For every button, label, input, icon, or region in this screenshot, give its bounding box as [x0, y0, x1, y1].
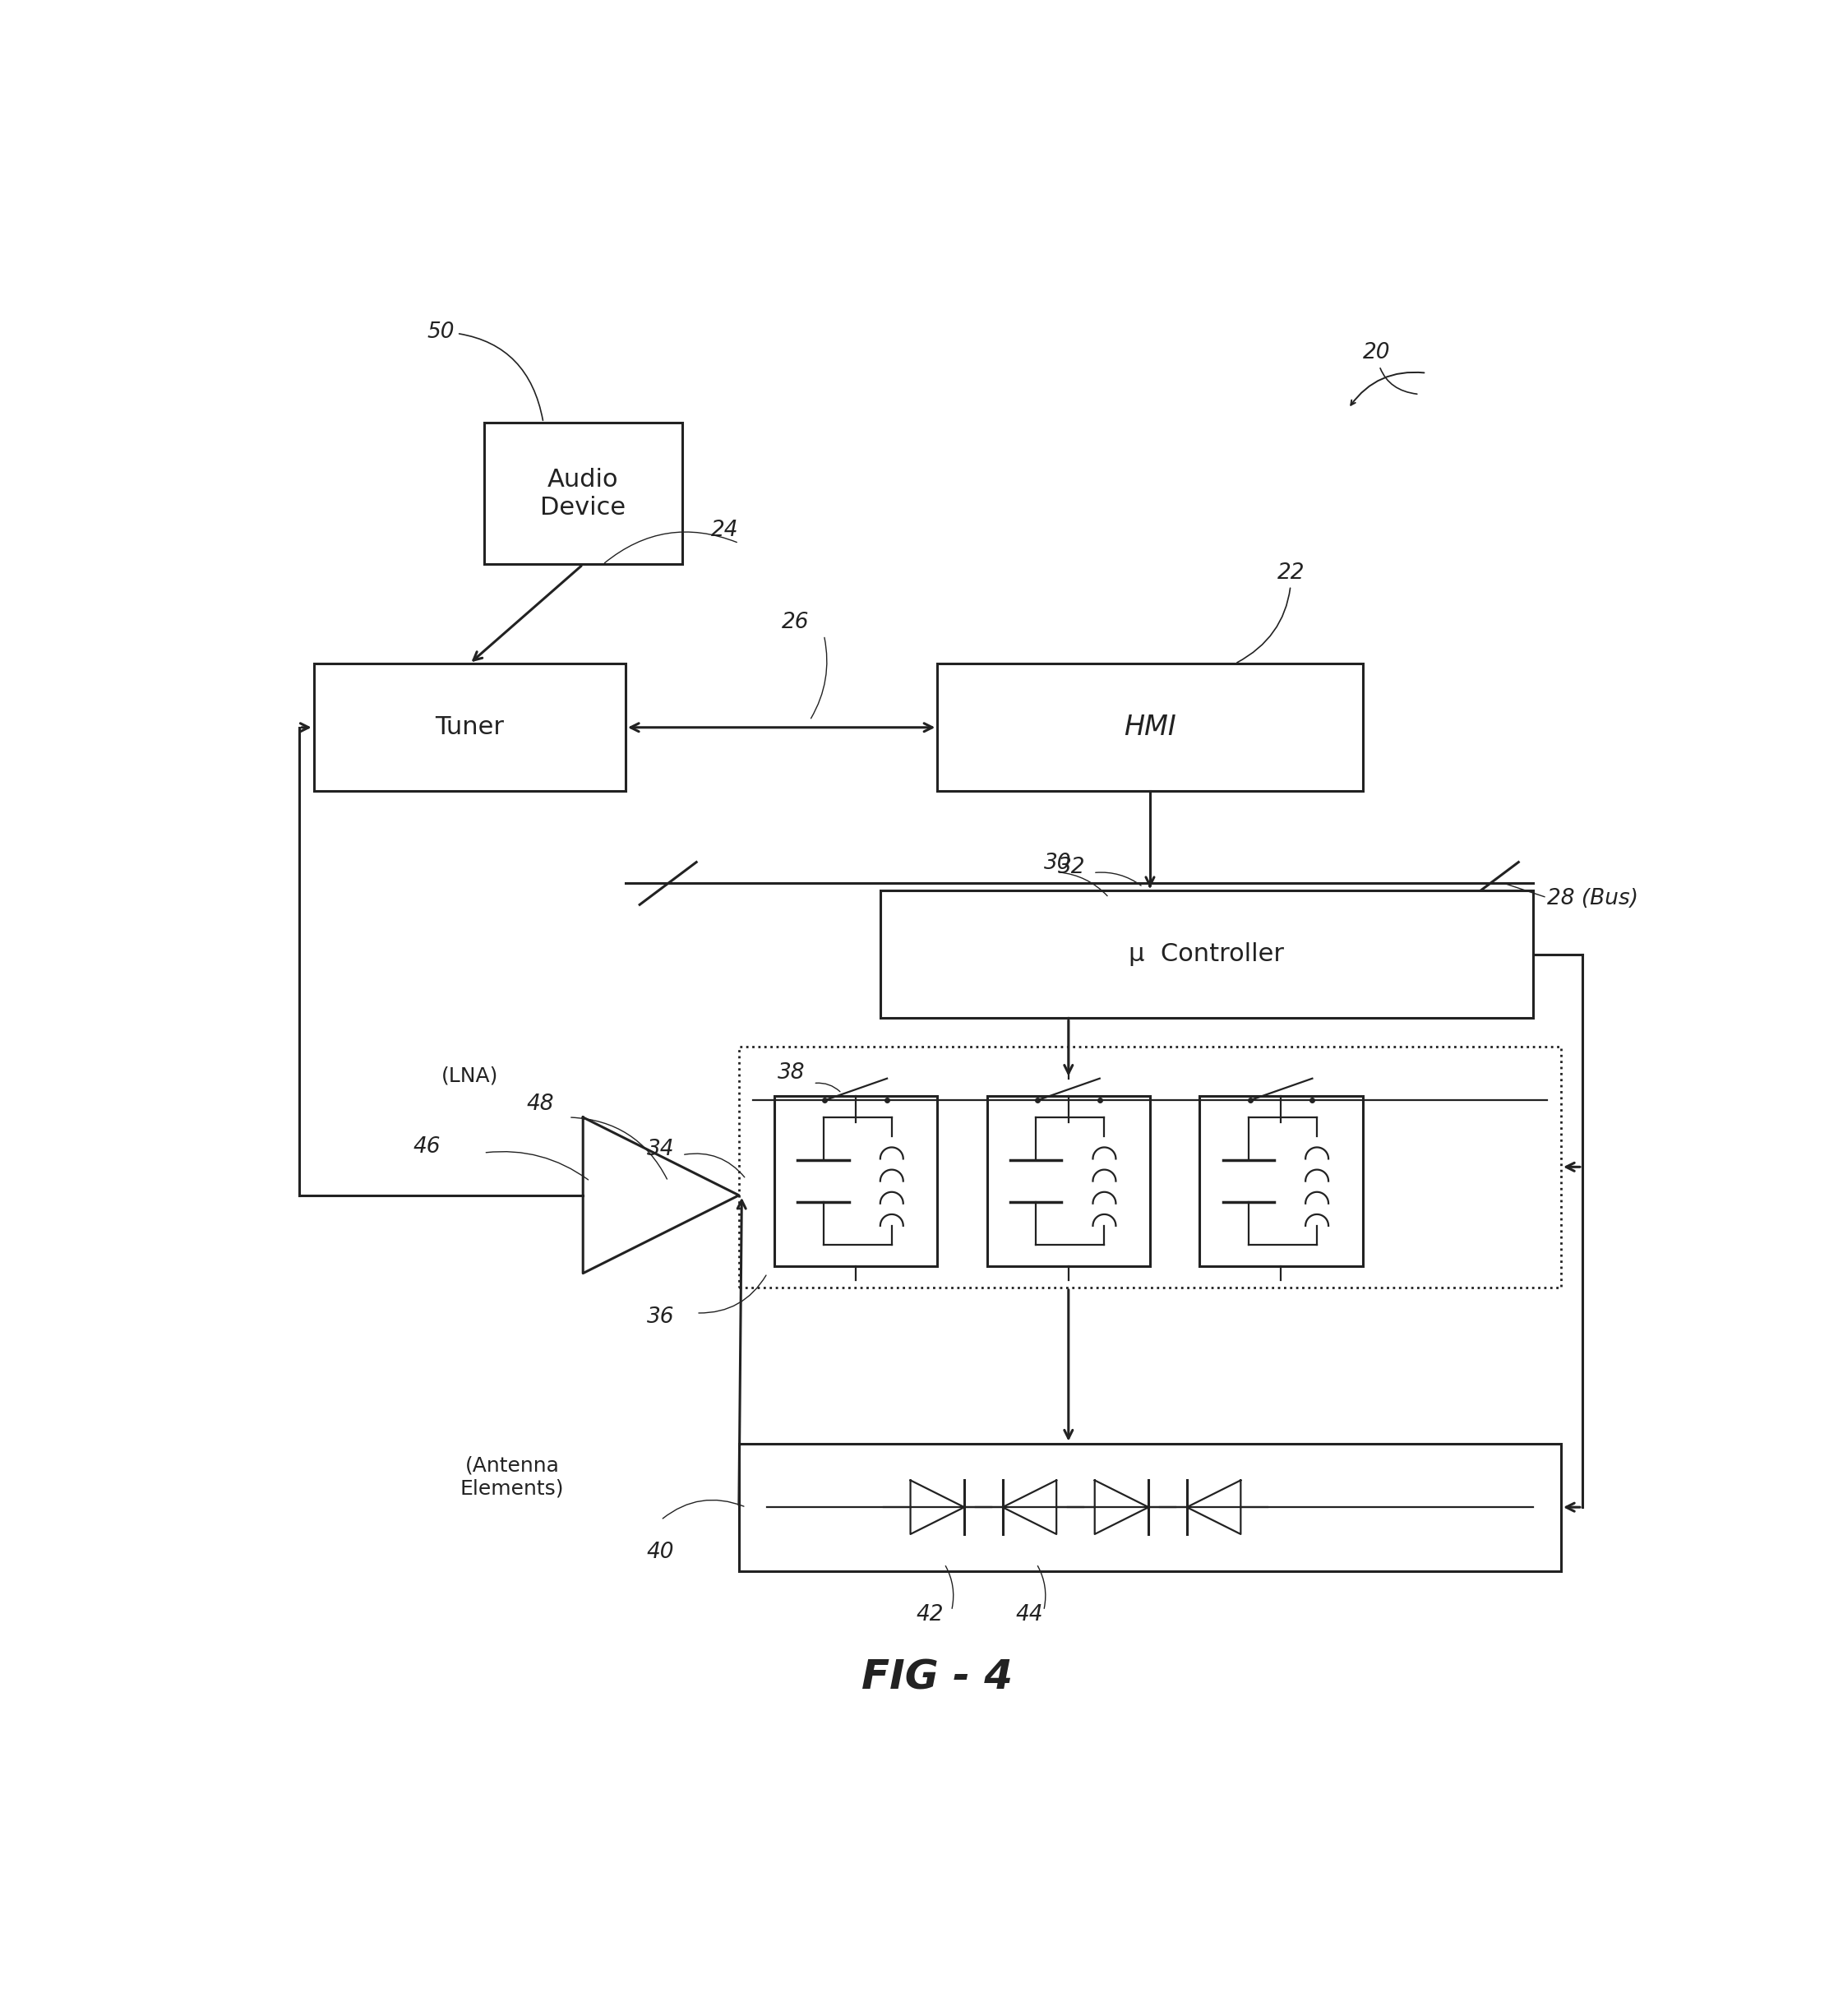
FancyBboxPatch shape: [1200, 1097, 1363, 1266]
Text: 46: 46: [413, 1137, 441, 1157]
Text: 30: 30: [1044, 853, 1072, 875]
Text: 48: 48: [527, 1095, 554, 1115]
Text: 22: 22: [1236, 562, 1306, 663]
Text: HMI: HMI: [1123, 714, 1176, 742]
Text: Tuner: Tuner: [435, 716, 505, 740]
Text: 42: 42: [916, 1605, 944, 1625]
FancyBboxPatch shape: [739, 1046, 1562, 1288]
Text: 24: 24: [710, 520, 739, 540]
FancyBboxPatch shape: [882, 891, 1533, 1018]
FancyBboxPatch shape: [988, 1097, 1150, 1266]
Text: Audio
Device: Audio Device: [540, 468, 626, 520]
Text: 28 (Bus): 28 (Bus): [1547, 889, 1639, 909]
FancyBboxPatch shape: [483, 423, 682, 564]
Text: 20: 20: [1363, 343, 1417, 393]
Text: 44: 44: [1015, 1605, 1043, 1625]
Text: 26: 26: [781, 611, 808, 633]
Text: μ  Controller: μ Controller: [1128, 941, 1284, 966]
Text: FIG - 4: FIG - 4: [861, 1657, 1013, 1697]
Text: 36: 36: [647, 1306, 675, 1329]
FancyBboxPatch shape: [739, 1443, 1562, 1570]
FancyBboxPatch shape: [938, 663, 1363, 790]
Text: 34: 34: [647, 1139, 675, 1159]
FancyBboxPatch shape: [774, 1097, 938, 1266]
Text: 38: 38: [777, 1062, 805, 1085]
Text: (LNA): (LNA): [441, 1066, 497, 1087]
Text: 40: 40: [647, 1542, 675, 1562]
Text: 50: 50: [426, 321, 543, 421]
Text: 32: 32: [1057, 857, 1085, 877]
Text: (Antenna
Elements): (Antenna Elements): [461, 1456, 563, 1498]
FancyBboxPatch shape: [315, 663, 626, 790]
